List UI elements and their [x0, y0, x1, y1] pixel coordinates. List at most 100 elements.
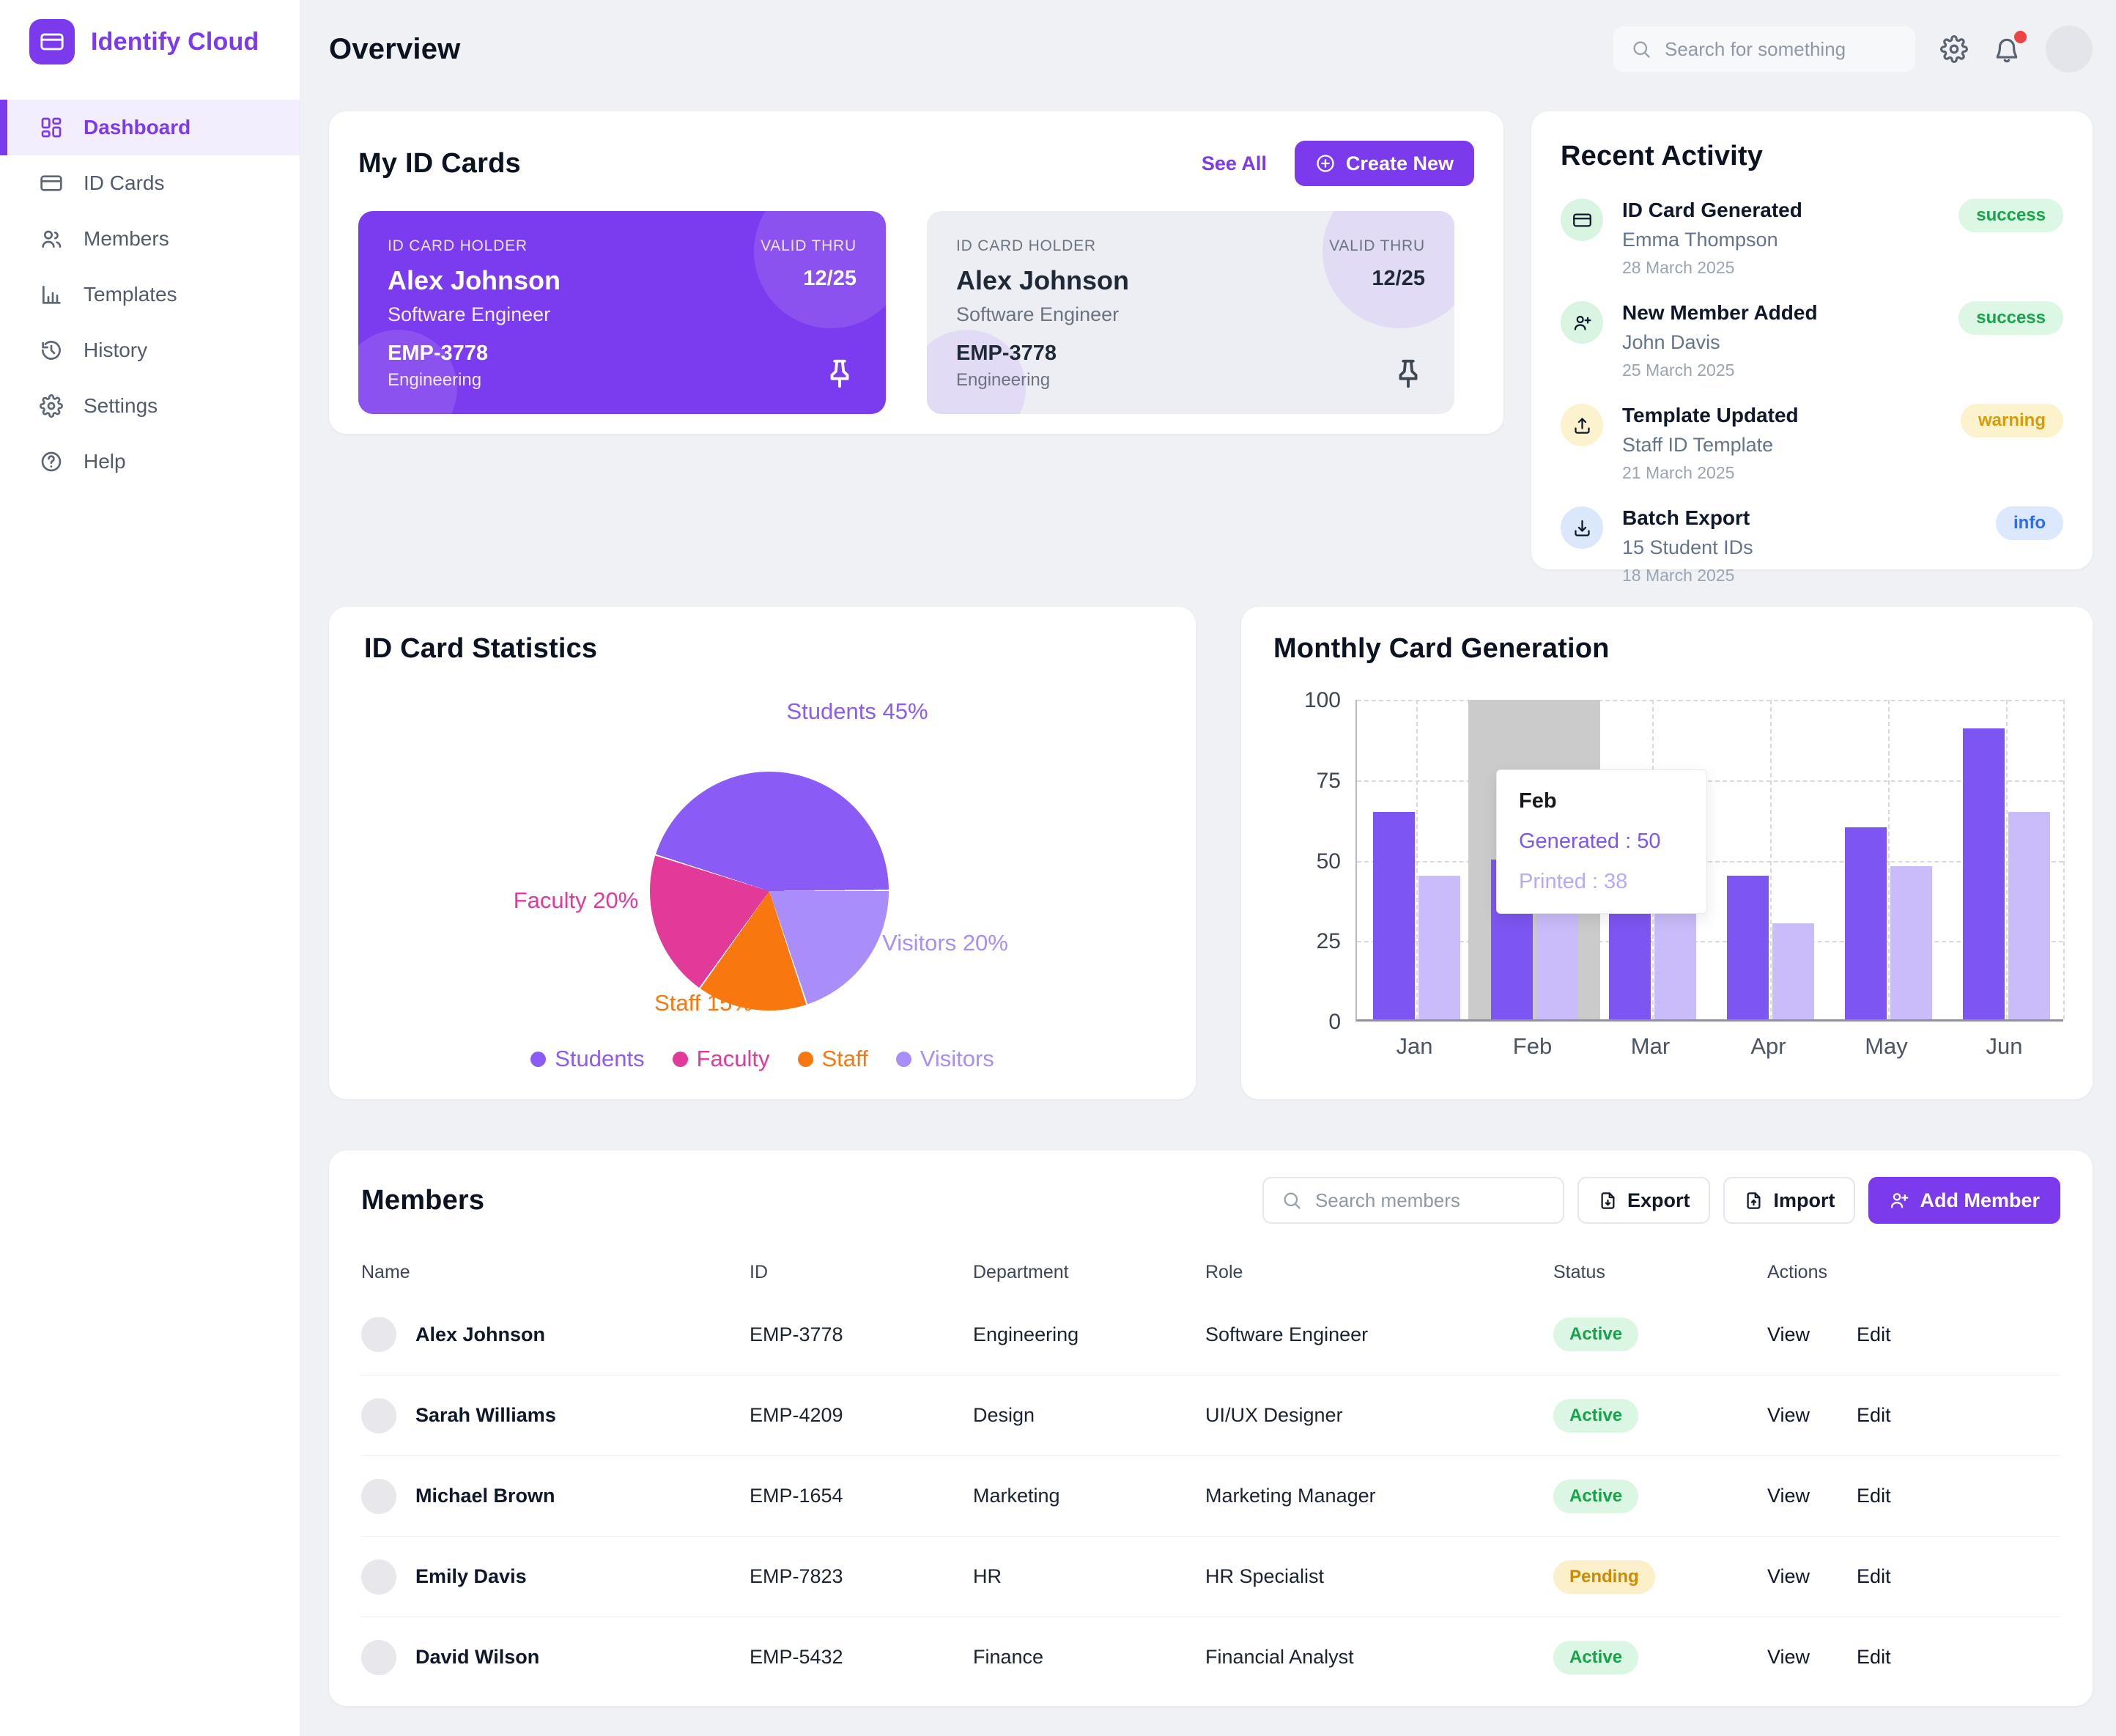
activity-subtitle: John Davis	[1622, 331, 1720, 353]
sidebar-item-settings[interactable]: Settings	[0, 378, 300, 434]
table-header: Name ID Department Role Status Actions	[361, 1250, 2060, 1294]
gridline	[1357, 700, 2063, 701]
sidebar-item-id-cards[interactable]: ID Cards	[0, 155, 300, 211]
sidebar-item-label: Dashboard	[84, 116, 191, 138]
member-name: Alex Johnson	[415, 1323, 546, 1345]
sidebar-nav: Dashboard ID Cards Members Templates His…	[0, 100, 300, 490]
export-button[interactable]: Export	[1577, 1177, 1711, 1224]
notifications-button[interactable]	[1993, 31, 2027, 63]
recent-activity-panel: Recent Activity ID Card Generated Emma T…	[1531, 111, 2093, 585]
status-badge: Active	[1553, 1398, 1639, 1433]
gridline	[2063, 700, 2065, 1019]
member-name: Emily Davis	[415, 1565, 527, 1587]
members-search[interactable]	[1262, 1177, 1564, 1224]
monthly-card-generation-title: Monthly Card Generation	[1273, 633, 1610, 664]
member-id: EMP-1654	[750, 1485, 843, 1507]
view-link[interactable]: View	[1767, 1485, 1810, 1507]
topbar-actions	[1613, 26, 2093, 73]
holder-label: ID CARD HOLDER	[956, 237, 1096, 254]
members-header: Members Export Import Add Member	[361, 1177, 2060, 1224]
main-content: Overview My ID Cards See All C	[300, 0, 2116, 1736]
activity-item: Template Updated Staff ID Template 21 Ma…	[1561, 404, 2063, 483]
avatar	[361, 1478, 396, 1514]
legend-label: Students	[555, 1046, 645, 1071]
legend-dot	[895, 1051, 911, 1067]
legend-item-students[interactable]: Students	[530, 1046, 645, 1072]
bar-group-may	[1829, 700, 1947, 1019]
member-id: EMP-3778	[750, 1323, 843, 1345]
bar-chart: 0 25 50 75 100 Feb Generated : 50 Printed : …	[1304, 688, 2065, 1034]
bar-generated-may	[1845, 827, 1887, 1019]
valid-thru-value: 12/25	[803, 267, 857, 290]
valid-thru-label: VALID THRU	[1329, 237, 1425, 254]
view-link[interactable]: View	[1767, 1404, 1810, 1426]
edit-link[interactable]: Edit	[1857, 1646, 1891, 1668]
create-new-button[interactable]: Create New	[1294, 141, 1474, 186]
credit-card-icon	[1561, 199, 1603, 241]
legend-label: Faculty	[696, 1046, 770, 1071]
settings-button[interactable]	[1940, 35, 1968, 63]
bar-chart-wrapper: 0 25 50 75 100 Feb Generated : 50 Printed : …	[1273, 688, 2065, 1060]
activity-item: ID Card Generated Emma Thompson 28 March…	[1561, 199, 2063, 278]
my-id-cards-title: My ID Cards	[358, 147, 521, 179]
header-search[interactable]	[1613, 26, 1915, 72]
activity-date: 21 March 2025	[1622, 463, 1735, 482]
card-holder-role: Software Engineer	[956, 303, 1120, 325]
legend-item-faculty[interactable]: Faculty	[672, 1046, 770, 1072]
member-department: Engineering	[973, 1323, 1079, 1345]
edit-link[interactable]: Edit	[1857, 1323, 1891, 1345]
see-all-link[interactable]: See All	[1201, 152, 1267, 174]
valid-thru-label: VALID THRU	[761, 237, 857, 254]
legend-label: Staff	[821, 1046, 868, 1071]
legend-label: Visitors	[920, 1046, 994, 1071]
user-avatar[interactable]	[2046, 26, 2093, 73]
column-header-actions: Actions	[1767, 1261, 1827, 1282]
view-link[interactable]: View	[1767, 1646, 1810, 1668]
user-plus-icon	[1561, 301, 1603, 344]
edit-link[interactable]: Edit	[1857, 1565, 1891, 1587]
pin-icon[interactable]	[1391, 357, 1425, 391]
edit-link[interactable]: Edit	[1857, 1404, 1891, 1426]
sidebar: Identify Cloud Dashboard ID Cards Member…	[0, 0, 300, 1736]
import-button[interactable]: Import	[1723, 1177, 1856, 1224]
id-card-icon	[40, 171, 63, 195]
sidebar-item-history[interactable]: History	[0, 322, 300, 378]
search-icon	[1631, 39, 1651, 59]
activity-subtitle: Staff ID Template	[1622, 434, 1774, 456]
card-holder-name: Alex Johnson	[956, 265, 1130, 295]
card-holder-role: Software Engineer	[388, 303, 551, 325]
member-id: EMP-4209	[750, 1404, 843, 1426]
sidebar-item-templates[interactable]: Templates	[0, 267, 300, 322]
activity-title: Batch Export	[1622, 506, 1750, 529]
view-link[interactable]: View	[1767, 1323, 1810, 1345]
column-header-status: Status	[1553, 1261, 1605, 1282]
charts-row: ID Card Statistics Students 45% Faculty 2…	[329, 607, 2093, 1099]
members-search-input[interactable]	[1314, 1189, 1545, 1212]
activity-subtitle: 15 Student IDs	[1622, 536, 1753, 558]
avatar	[361, 1397, 396, 1433]
table-row: Alex Johnson EMP-3778 Engineering Softwa…	[361, 1294, 2060, 1375]
app-logo-icon	[29, 19, 75, 64]
gridline	[2005, 700, 2008, 1019]
column-header-role: Role	[1205, 1261, 1243, 1282]
pin-icon[interactable]	[823, 357, 857, 391]
view-link[interactable]: View	[1767, 1565, 1810, 1587]
x-axis-tick: Mar	[1630, 1033, 1671, 1059]
header-search-input[interactable]	[1665, 37, 1898, 61]
add-member-button[interactable]: Add Member	[1868, 1177, 2060, 1224]
id-card-statistics-title: ID Card Statistics	[364, 633, 598, 664]
my-id-cards-header: My ID Cards See All Create New	[358, 141, 1474, 186]
avatar	[361, 1317, 396, 1352]
member-id: EMP-7823	[750, 1565, 843, 1587]
x-axis-tick: May	[1865, 1033, 1908, 1059]
legend-item-staff[interactable]: Staff	[797, 1046, 868, 1072]
department: Engineering	[956, 370, 1051, 390]
sidebar-item-help[interactable]: Help	[0, 434, 300, 490]
y-axis-tick: 50	[1316, 849, 1341, 873]
notification-dot	[2014, 31, 2027, 43]
member-name: David Wilson	[415, 1646, 540, 1668]
edit-link[interactable]: Edit	[1857, 1485, 1891, 1507]
legend-item-visitors[interactable]: Visitors	[895, 1046, 994, 1072]
sidebar-item-members[interactable]: Members	[0, 211, 300, 267]
sidebar-item-dashboard[interactable]: Dashboard	[0, 100, 300, 155]
